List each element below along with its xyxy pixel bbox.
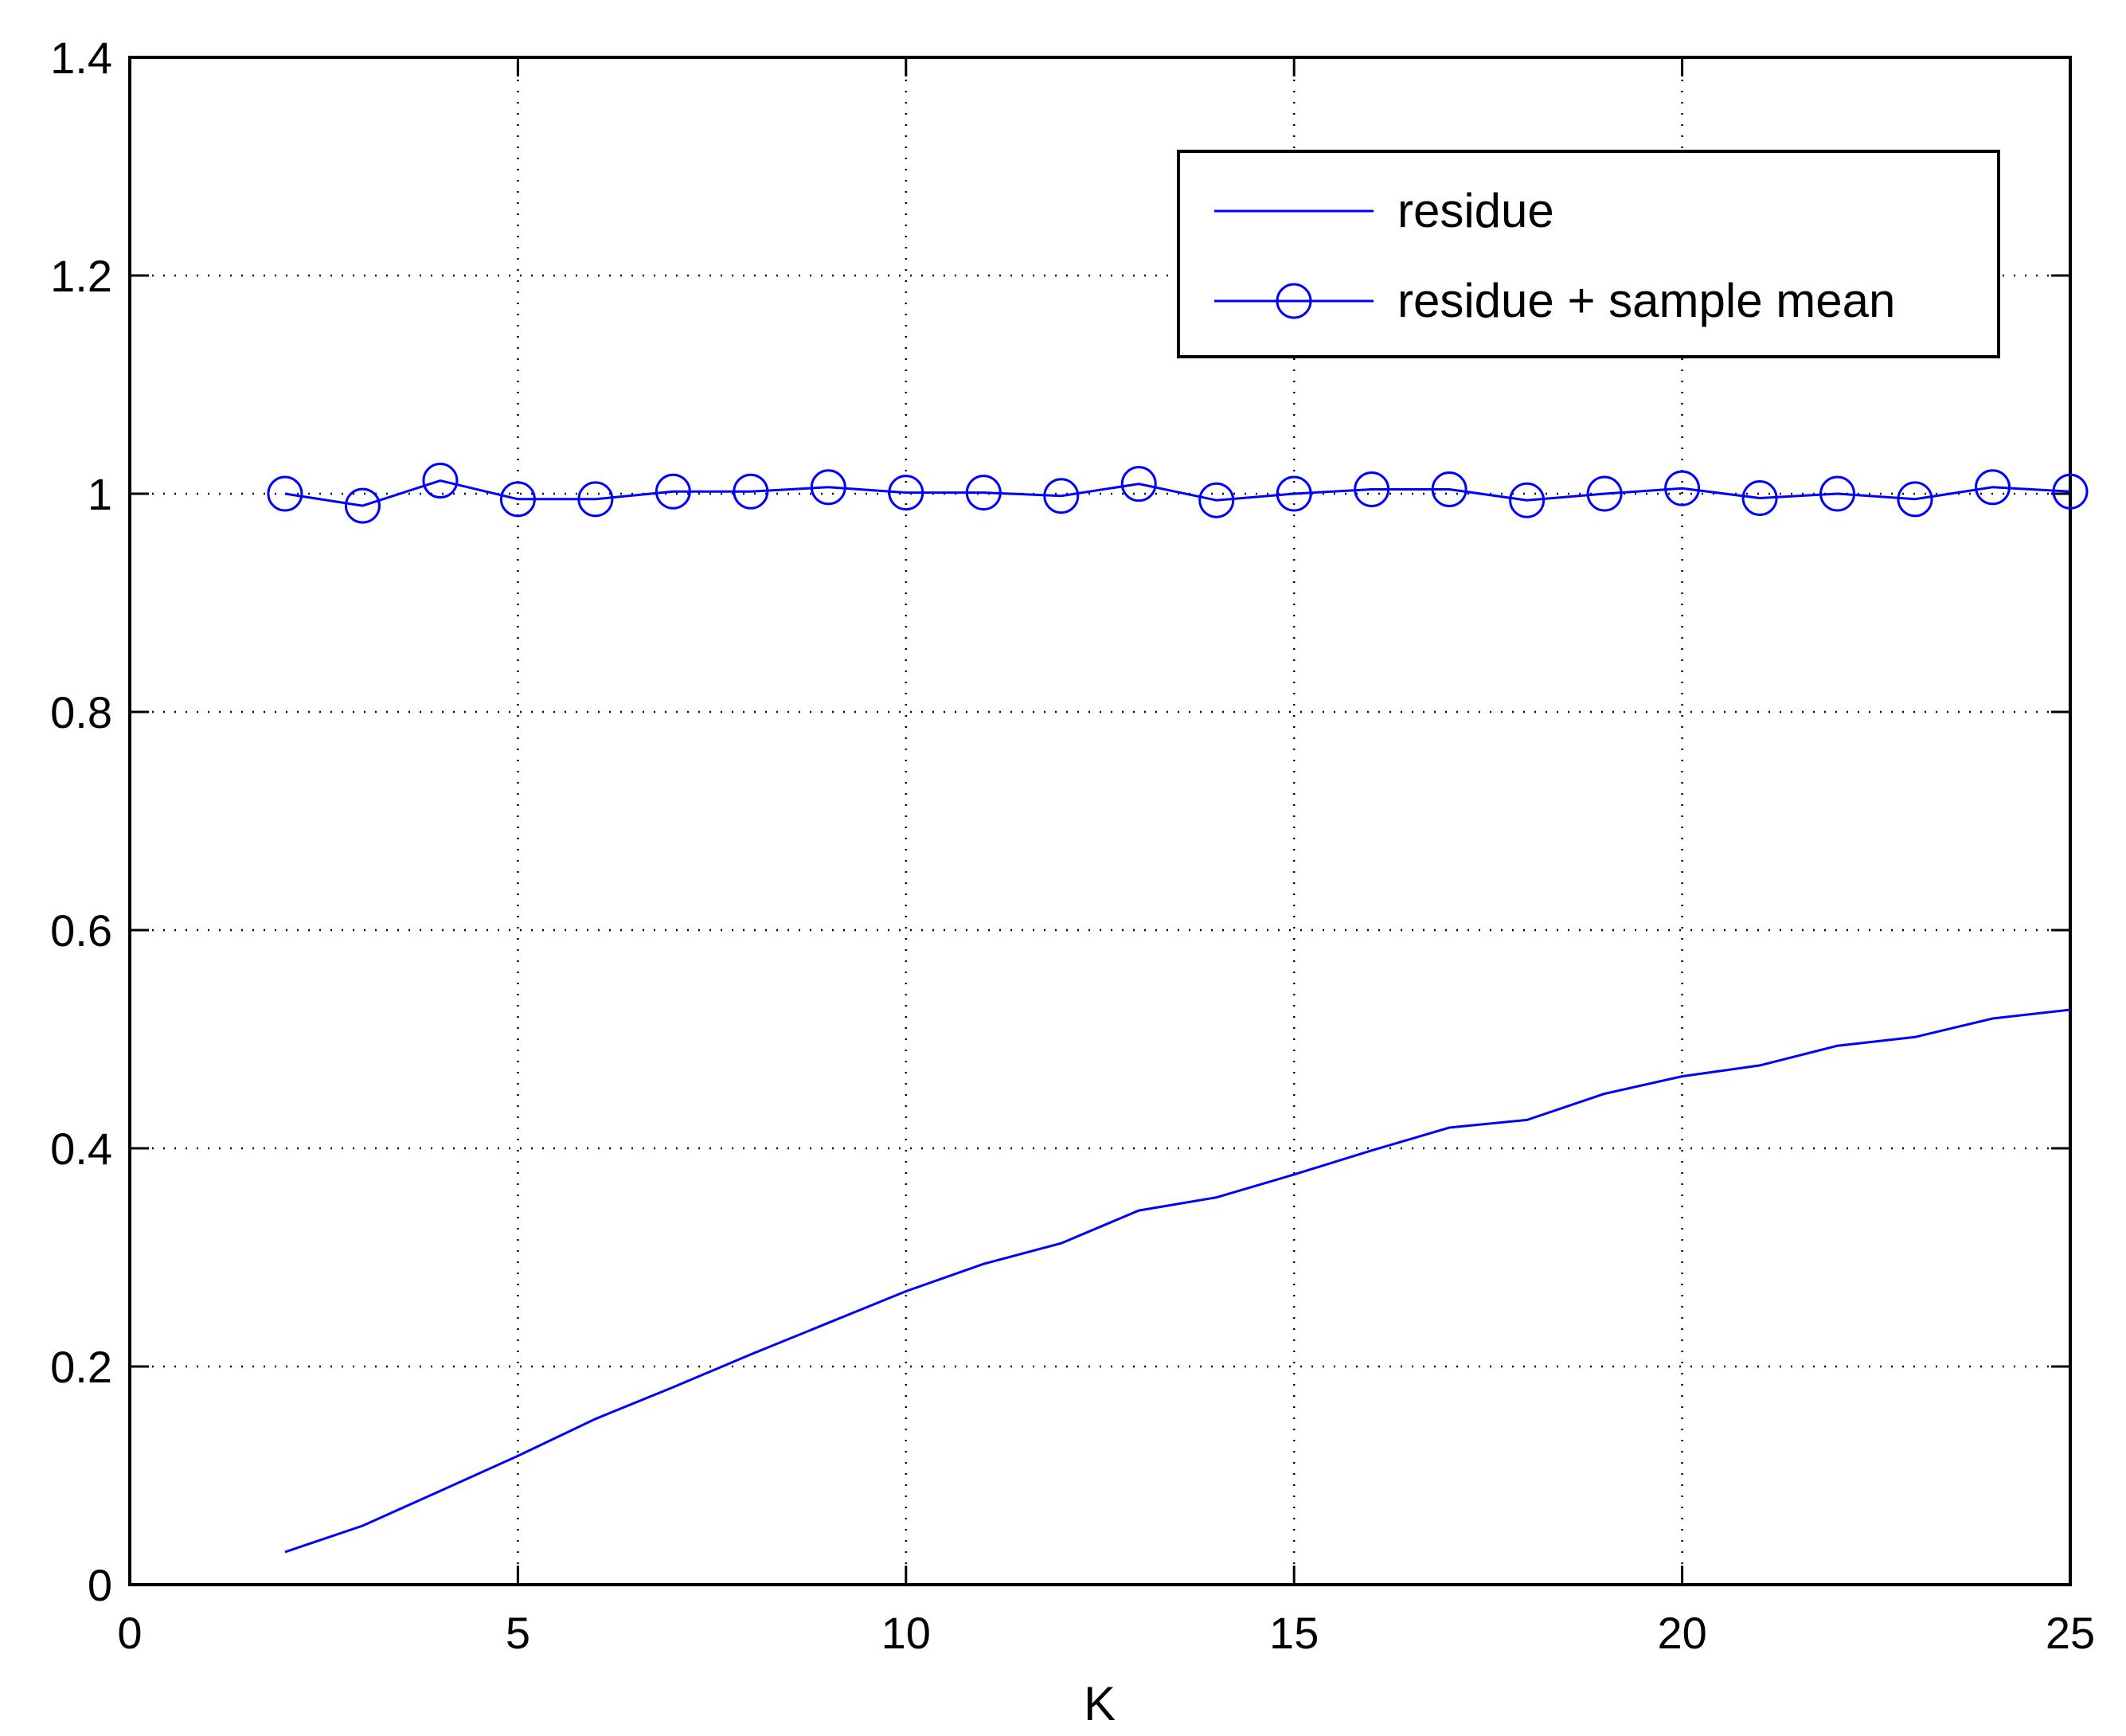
- y-tick-label: 1: [88, 469, 112, 519]
- series-layer: [267, 463, 2089, 1554]
- series-line-residue-sample-mean: [284, 479, 2071, 507]
- data-point-residue-sample-mean: [965, 475, 1002, 511]
- y-tick-label: 1.4: [50, 33, 112, 83]
- y-tick-label: 0.2: [50, 1342, 112, 1392]
- data-point-residue-sample-mean: [344, 487, 381, 524]
- data-point-residue-sample-mean: [577, 481, 614, 518]
- legend: residue residue + sample mean: [1177, 150, 2000, 358]
- data-point-residue-sample-mean: [1354, 471, 1390, 508]
- data-point-residue-sample-mean: [1043, 478, 1080, 514]
- y-tick-label: 0.4: [50, 1124, 112, 1174]
- data-point-residue-sample-mean: [1509, 482, 1546, 518]
- x-tick-labels: 0 5 10 15 20 25: [117, 1608, 2095, 1658]
- data-point-residue-sample-mean: [1198, 482, 1235, 518]
- legend-marker-circle-icon: [1276, 283, 1312, 319]
- data-point-residue-sample-mean: [1819, 475, 1856, 512]
- data-point-residue-sample-mean: [422, 463, 459, 499]
- legend-label-residue: residue: [1397, 184, 1554, 237]
- y-tick-labels: 0 0.2 0.4 0.6 0.8 1 1.2 1.4: [50, 33, 112, 1610]
- data-point-residue-sample-mean: [1586, 475, 1623, 512]
- data-point-residue-sample-mean: [655, 473, 691, 510]
- data-point-residue-sample-mean: [499, 481, 536, 518]
- axis-ticks: [128, 56, 2072, 1586]
- legend-label-residue-sample-mean: residue + sample mean: [1397, 274, 1895, 327]
- x-axis-label: K: [1084, 1677, 1116, 1730]
- data-point-residue-sample-mean: [733, 473, 769, 510]
- plot-area-frame: [128, 56, 2072, 1586]
- data-point-residue-sample-mean: [2052, 473, 2089, 510]
- data-point-residue-sample-mean: [1897, 481, 1933, 518]
- data-point-residue-sample-mean: [1120, 466, 1157, 502]
- x-tick-label: 5: [506, 1608, 530, 1658]
- data-point-residue-sample-mean: [1975, 469, 2011, 506]
- series-line-residue: [284, 1008, 2071, 1554]
- x-tick-label: 10: [881, 1608, 931, 1658]
- data-point-residue-sample-mean: [1431, 471, 1467, 508]
- data-point-residue-sample-mean: [1664, 470, 1701, 506]
- data-point-residue-sample-mean: [1276, 475, 1312, 512]
- data-point-residue-sample-mean: [888, 475, 924, 511]
- x-tick-label: 0: [117, 1608, 142, 1658]
- y-tick-label: 0: [88, 1560, 112, 1610]
- legend-box: [1177, 150, 2000, 358]
- y-tick-label: 0.6: [50, 905, 112, 956]
- data-point-residue-sample-mean: [810, 469, 846, 506]
- y-tick-label: 0.8: [50, 687, 112, 737]
- x-tick-label: 15: [1269, 1608, 1319, 1658]
- data-point-residue-sample-mean: [1741, 479, 1778, 516]
- data-point-residue-sample-mean: [267, 475, 303, 512]
- x-tick-label: 25: [2046, 1608, 2095, 1658]
- x-tick-label: 20: [1657, 1608, 1706, 1658]
- y-tick-label: 1.2: [50, 251, 112, 301]
